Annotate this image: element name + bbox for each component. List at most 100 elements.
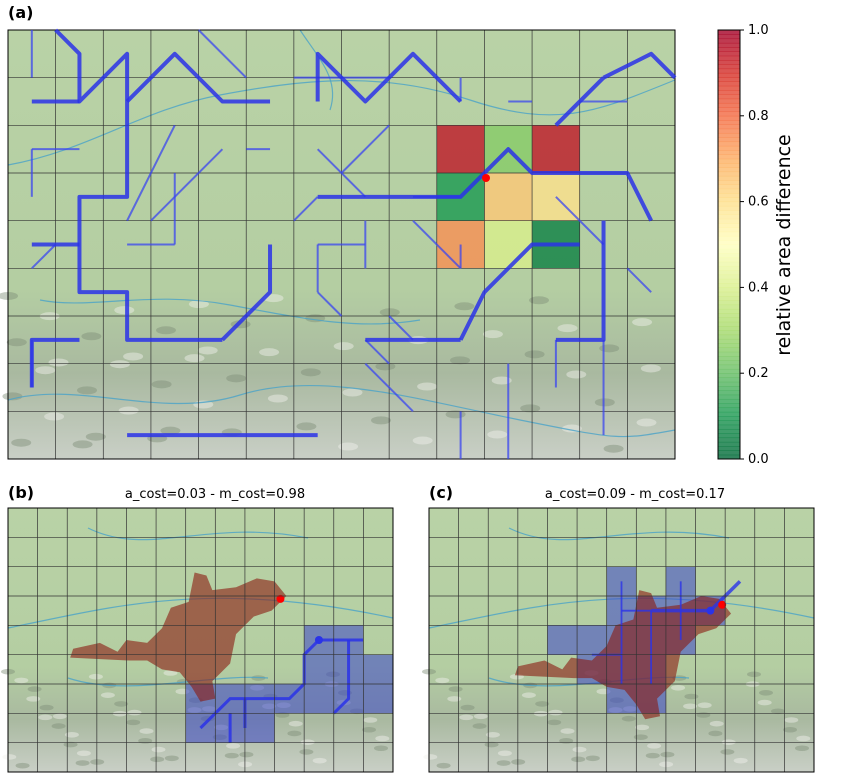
- terrain-relief: [487, 430, 508, 439]
- colorbar-segment: [718, 390, 740, 396]
- colorbar-tick-label: 0.0: [748, 452, 769, 467]
- terrain-relief: [26, 696, 41, 702]
- sim-catchment-cell: [547, 625, 578, 655]
- terrain-relief: [795, 745, 809, 752]
- terrain-relief: [371, 416, 391, 425]
- terrain-relief: [90, 759, 105, 765]
- colorbar-segment: [718, 171, 740, 177]
- terrain-relief: [747, 671, 761, 678]
- colorbar-segment: [718, 368, 740, 374]
- terrain-relief: [38, 714, 53, 721]
- river-network: [340, 124, 390, 174]
- terrain-relief: [645, 752, 660, 759]
- panel-frame: [7, 507, 394, 773]
- colorbar-segment: [718, 364, 740, 370]
- sim-catchment-cell: [304, 684, 334, 714]
- colorbar-segment: [718, 274, 740, 280]
- terrain-relief: [473, 713, 488, 720]
- terrain-relief: [224, 752, 239, 759]
- colorbar-segment: [718, 420, 740, 426]
- colorbar-segment: [718, 214, 740, 220]
- colorbar-segment: [718, 386, 740, 391]
- terrain-relief: [482, 330, 503, 339]
- terrain-relief: [109, 360, 130, 369]
- terrain-relief: [156, 326, 176, 335]
- terrain-relief: [460, 704, 475, 711]
- colorbar-segment: [718, 210, 740, 215]
- terrain-relief: [640, 364, 661, 373]
- terrain-relief: [150, 756, 165, 763]
- colorbar-segment: [718, 381, 740, 387]
- river-network-main: [315, 51, 463, 104]
- colorbar-segment: [718, 115, 740, 121]
- colorbar-segment: [718, 360, 740, 366]
- river: [508, 527, 730, 541]
- sim-catchment-cell: [577, 625, 607, 655]
- colorbar-segment: [718, 441, 740, 447]
- terrain-relief: [423, 754, 438, 760]
- terrain-relief: [44, 412, 65, 421]
- terrain-relief: [2, 754, 17, 760]
- terrain-relief: [151, 380, 172, 389]
- river-network-main: [29, 337, 80, 388]
- colorbar-segment: [718, 240, 740, 245]
- colorbar-segment: [718, 265, 740, 271]
- colorbar-segment: [718, 227, 740, 233]
- terrain-relief: [635, 724, 650, 731]
- gauge-point: [718, 600, 727, 609]
- river-network: [197, 29, 247, 79]
- colorbar-segment: [718, 317, 740, 323]
- terrain-relief: [27, 686, 42, 692]
- panel-frame: [428, 507, 815, 773]
- colorbar-segment: [718, 141, 740, 147]
- terrain-relief: [100, 692, 115, 698]
- colorbar-segment: [718, 300, 740, 306]
- terrain-relief: [454, 302, 475, 311]
- terrain-relief: [529, 296, 549, 305]
- terrain-relief: [226, 374, 247, 383]
- colorbar-segment: [718, 428, 740, 434]
- colorbar-segment: [718, 231, 740, 237]
- river: [7, 597, 394, 629]
- terrain-relief: [683, 703, 698, 710]
- terrain-relief: [759, 690, 773, 696]
- colorbar-segment: [718, 218, 740, 224]
- colorbar-segment: [718, 34, 740, 40]
- terrain-relief: [88, 673, 103, 680]
- terrain-relief: [288, 720, 303, 727]
- colorbar-segment: [718, 398, 740, 404]
- colorbar-segment: [718, 308, 740, 314]
- terrain-relief: [64, 731, 79, 738]
- colorbar-segment: [718, 446, 740, 451]
- terrain-relief: [15, 762, 30, 769]
- terrain-relief: [572, 746, 587, 753]
- terrain-relief: [647, 743, 662, 749]
- terrain-relief: [771, 708, 785, 715]
- terrain-relief: [126, 719, 141, 726]
- terrain-relief: [571, 756, 586, 763]
- river-network: [364, 362, 414, 413]
- terrain-relief: [138, 738, 153, 744]
- colorbar-segment: [718, 68, 740, 74]
- colorbar-segment: [718, 60, 740, 65]
- panel-label: (b): [8, 483, 34, 502]
- colorbar-segment: [718, 77, 740, 82]
- colorbar-tick-label: 0.4: [748, 280, 769, 295]
- colorbar-segment: [718, 347, 740, 353]
- terrain-relief: [164, 755, 179, 762]
- terrain-relief: [35, 366, 56, 375]
- colorbar-tick-label: 0.2: [748, 366, 769, 381]
- panel-frame: [7, 29, 676, 460]
- colorbar-segment: [718, 90, 740, 95]
- terrain-relief: [299, 749, 314, 755]
- terrain-relief: [163, 670, 178, 676]
- terrain-relief: [11, 438, 32, 447]
- colorbar-tick-label: 0.8: [748, 109, 769, 124]
- sim-catchment-cell: [304, 654, 334, 684]
- terrain-relief: [2, 392, 23, 401]
- colorbar-segment: [718, 270, 740, 276]
- terrain-relief: [51, 723, 66, 729]
- terrain-relief: [342, 388, 363, 397]
- colorbar-frame: [717, 29, 741, 460]
- colorbar-segment: [718, 145, 740, 151]
